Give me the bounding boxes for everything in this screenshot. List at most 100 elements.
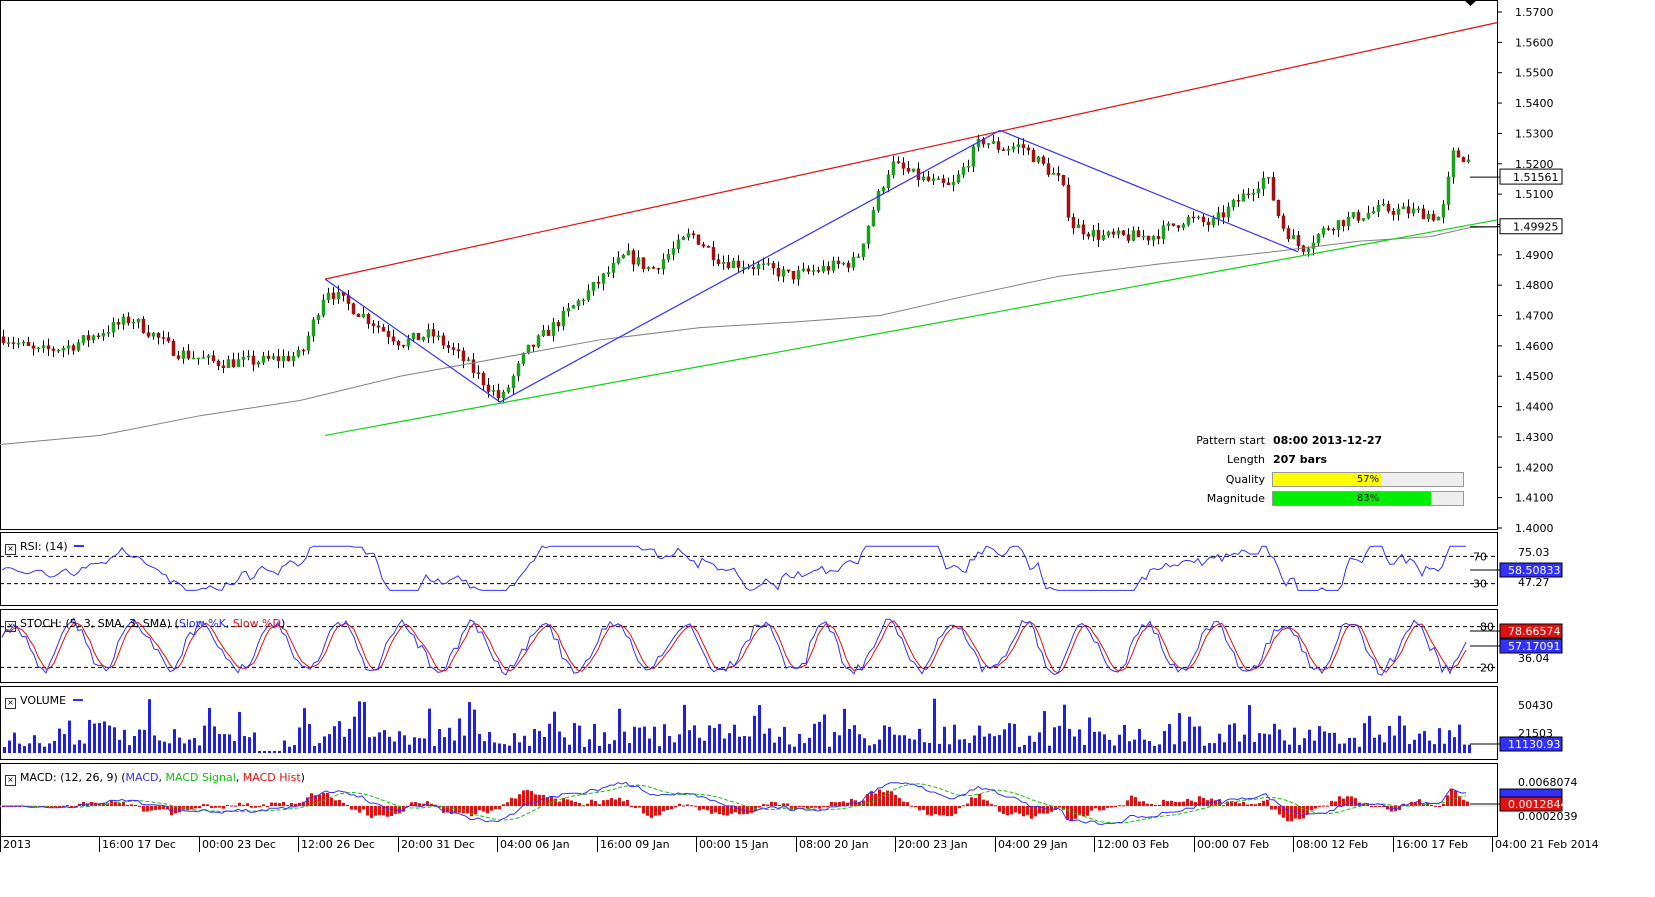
macd-hist-bar xyxy=(62,805,65,807)
volume-bar xyxy=(443,737,446,753)
macd-hist-bar xyxy=(970,797,973,806)
candle-body xyxy=(1206,221,1211,226)
macd-hist-bar xyxy=(1118,805,1121,807)
macd-hist-bar xyxy=(198,806,201,809)
candle-body xyxy=(121,316,126,325)
candle-body xyxy=(1076,224,1081,229)
volume-bar xyxy=(808,737,811,753)
candle-body xyxy=(406,338,411,347)
macd-hist-bar xyxy=(802,806,805,807)
macd-hist-bar xyxy=(58,806,61,807)
volume-bar xyxy=(163,741,166,753)
volume-bar xyxy=(1268,734,1271,753)
volume-bar xyxy=(1153,745,1156,753)
candle-body xyxy=(401,345,406,347)
macd-hist-bar xyxy=(706,806,709,811)
volume-bar xyxy=(463,735,466,753)
candle-body xyxy=(541,330,546,336)
volume-bar xyxy=(788,744,791,753)
macd-hist-bar xyxy=(1030,806,1033,819)
macd-hist-bar xyxy=(126,804,129,806)
macd-hist-bar xyxy=(1266,799,1269,806)
macd-hist-bar xyxy=(478,806,481,811)
candle-body xyxy=(1446,176,1451,205)
macd-header: × MACD: (12, 26, 9) (MACD, MACD Signal, M… xyxy=(5,771,305,786)
volume-bar xyxy=(218,734,221,753)
macd-hist-bar xyxy=(730,806,733,814)
macd-hist-bar xyxy=(270,802,273,806)
candle-body xyxy=(1211,218,1216,226)
stoch-title: STOCH: (5, 3, SMA, 3, SMA) xyxy=(20,617,172,630)
macd-hist-bar xyxy=(678,803,681,806)
candle-body xyxy=(1036,156,1041,163)
candle-body xyxy=(481,372,486,386)
volume-bar xyxy=(1388,725,1391,753)
macd-hist-bar xyxy=(1002,806,1005,814)
candle-body xyxy=(1266,177,1271,179)
macd-hist-bar xyxy=(342,802,345,806)
macd-hist-bar xyxy=(1338,796,1341,806)
volume-bar xyxy=(1023,744,1026,753)
time-tick-label: 08:00 12 Feb xyxy=(1296,838,1368,851)
volume-close-icon[interactable]: × xyxy=(5,698,16,709)
volume-bar xyxy=(1193,726,1196,753)
candle-body xyxy=(126,316,131,324)
rsi-close-icon[interactable]: × xyxy=(5,544,16,555)
macd-hist-bar xyxy=(1302,806,1305,819)
volume-bar xyxy=(1093,731,1096,753)
rsi-line xyxy=(1,545,1466,591)
price-tick-label: 1.4100 xyxy=(1515,492,1554,505)
stoch-close-icon[interactable]: × xyxy=(5,621,16,632)
macd-hist-bar xyxy=(206,804,209,806)
candle-body xyxy=(291,355,296,361)
candle-body xyxy=(1181,224,1186,228)
candle-body xyxy=(741,267,746,269)
macd-hist-bar xyxy=(1242,801,1245,806)
rsi-axis-label: 47.27 xyxy=(1518,576,1550,589)
pattern-start-label: Pattern start xyxy=(1196,434,1265,447)
candle-body xyxy=(1146,235,1151,241)
volume-panel-frame xyxy=(0,686,1498,760)
volume-bar xyxy=(983,736,986,753)
macd-hist-bar xyxy=(702,806,705,810)
candle-body xyxy=(196,357,201,360)
macd-hist-bar xyxy=(1354,798,1357,806)
price-tick-label: 1.5100 xyxy=(1515,188,1554,201)
volume-bar xyxy=(633,726,636,753)
macd-hist-bar xyxy=(398,806,401,814)
quality-bar-fill xyxy=(1273,473,1382,486)
volume-bar xyxy=(388,736,391,753)
time-tick-label: 00:00 07 Feb xyxy=(1197,838,1269,851)
candle-body xyxy=(666,254,671,260)
candle-body xyxy=(1166,223,1171,226)
candle-body xyxy=(41,345,46,349)
volume-bar xyxy=(1238,741,1241,753)
candle-body xyxy=(416,332,421,341)
scroll-marker-icon[interactable] xyxy=(1464,0,1477,6)
candle-body xyxy=(1126,234,1131,241)
candle-body xyxy=(821,265,826,272)
volume-bar xyxy=(1063,704,1066,753)
volume-bar xyxy=(703,740,706,753)
macd-hist-bar xyxy=(926,806,929,815)
macd-hist-bar xyxy=(558,801,561,806)
rsi-header: × RSI: (14) xyxy=(5,540,85,555)
macd-hist-bar xyxy=(1254,804,1257,806)
macd-hist-bar xyxy=(462,806,465,814)
macd-hist-bar xyxy=(858,802,861,806)
candle-body xyxy=(336,292,341,299)
macd-hist-bar xyxy=(922,806,925,810)
volume-bar xyxy=(108,725,111,753)
volume-bar xyxy=(718,724,721,753)
macd-hist-bar xyxy=(1146,803,1149,806)
volume-bar xyxy=(1168,724,1171,753)
macd-hist-bar xyxy=(914,806,917,807)
macd-hist-bar xyxy=(1218,799,1221,806)
macd-hist-bar xyxy=(1158,804,1161,806)
macd-hist-bar xyxy=(374,806,377,816)
price-axis: 1.57001.56001.55001.54001.53001.52001.51… xyxy=(1470,6,1563,535)
volume-bar xyxy=(313,745,316,753)
candle-body xyxy=(241,356,246,360)
volume-bar xyxy=(1253,741,1256,753)
macd-close-icon[interactable]: × xyxy=(5,775,16,786)
